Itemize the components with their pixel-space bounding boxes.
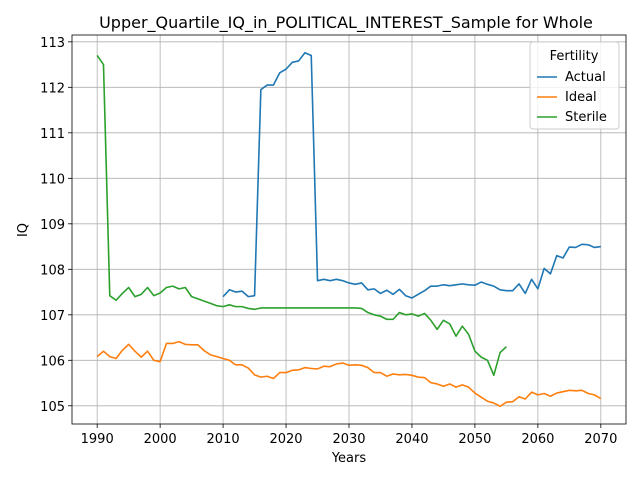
x-tick-label: 2040 (395, 432, 428, 447)
series-layer (96, 51, 602, 408)
y-tick-label: 110 (40, 172, 65, 187)
legend-label-actual: Actual (565, 70, 606, 85)
chart-title: Upper_Quartile_IQ_in_POLITICAL_INTEREST_… (99, 13, 593, 33)
x-tick-label: 2060 (521, 432, 554, 447)
x-tick-label: 2000 (144, 432, 177, 447)
series-line-ideal (96, 340, 602, 408)
y-axis-label: IQ (16, 223, 31, 237)
x-tick-label: 2050 (458, 432, 491, 447)
series-line-sterile (96, 55, 507, 377)
y-tick-label: 107 (40, 309, 65, 324)
x-tick-label: 1990 (81, 432, 114, 447)
x-axis-label: Years (331, 451, 367, 466)
tick-layer: 1990 2000 2010 2020 2030 2040 2050 2060 2070 105 1… (40, 36, 617, 447)
y-tick-label: 106 (40, 354, 65, 369)
x-tick-label: 2010 (207, 432, 240, 447)
x-tick-label: 2070 (584, 432, 617, 447)
series-line-actual (222, 51, 601, 299)
y-tick-label: 108 (40, 263, 65, 278)
legend-title: Fertility (550, 49, 599, 64)
y-tick-label: 105 (40, 400, 65, 415)
y-tick-label: 112 (40, 81, 65, 96)
legend-label-sterile: Sterile (565, 110, 607, 125)
legend: Fertility Actual Ideal Sterile (529, 41, 620, 130)
y-tick-label: 109 (40, 218, 65, 233)
x-tick-label: 2030 (332, 432, 365, 447)
y-tick-label: 111 (40, 127, 65, 142)
x-tick-label: 2020 (269, 432, 302, 447)
y-tick-label: 113 (40, 36, 65, 51)
legend-label-ideal: Ideal (565, 90, 597, 105)
legend-box (529, 41, 620, 130)
